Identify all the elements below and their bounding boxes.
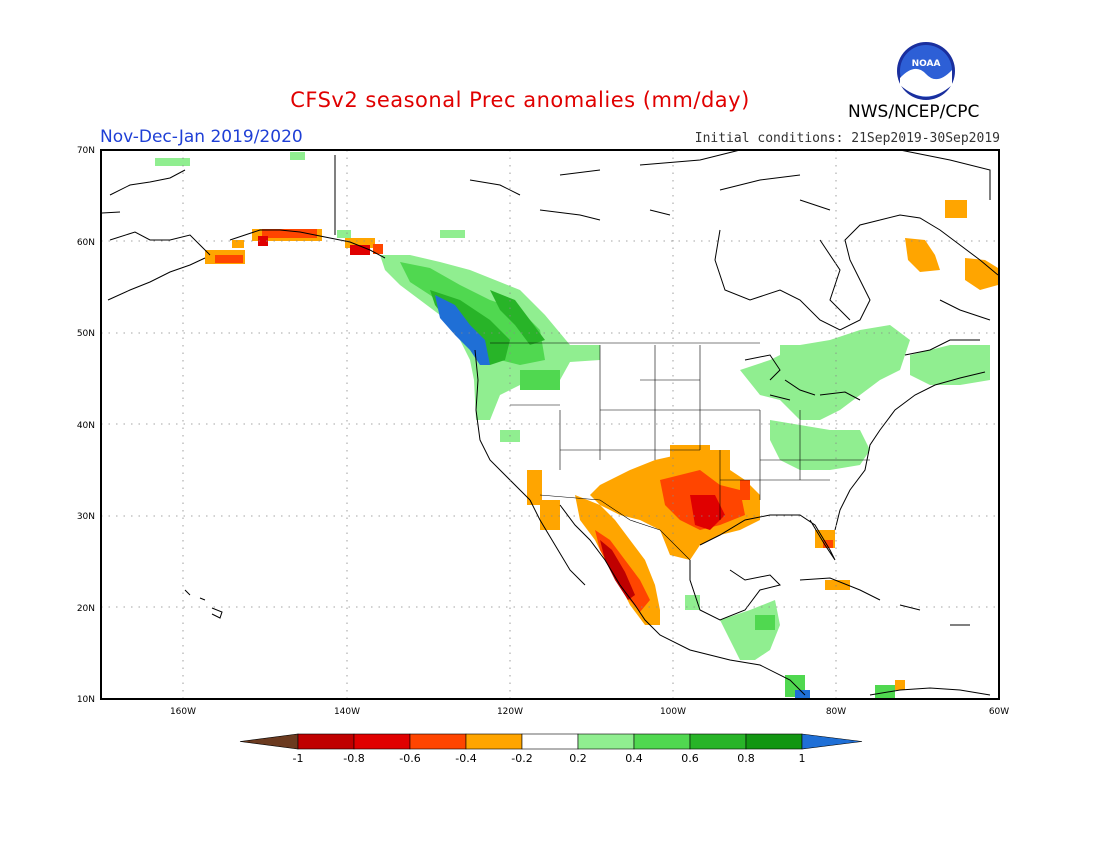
- colorbar-label: -0.2: [511, 752, 532, 765]
- colorbar-label: 0.2: [569, 752, 587, 765]
- alaska-south-coast-dry: [205, 229, 383, 264]
- lat-tick-70n: 70N: [77, 146, 95, 156]
- colorbar-arrow-low: [239, 733, 299, 750]
- british-columbia-wet: [155, 152, 600, 442]
- graticule: [101, 150, 999, 699]
- lat-tick-50n: 50N: [77, 329, 95, 339]
- colorbar: -1 -0.8 -0.6 -0.4 -0.2 0.2 0.4 0.6 0.8 1: [239, 733, 863, 765]
- colorbar-swatch: [465, 733, 523, 750]
- svg-text:NOAA: NOAA: [912, 59, 941, 69]
- colorbar-arrow-high: [801, 733, 863, 750]
- lat-tick-20n: 20N: [77, 604, 95, 614]
- colorbar-label: 1: [799, 752, 806, 765]
- colorbar-label: 0.6: [681, 752, 699, 765]
- lon-tick-80w: 80W: [826, 707, 846, 717]
- lat-tick-10n: 10N: [77, 695, 95, 705]
- lon-tick-140w: 140W: [334, 707, 360, 717]
- coastlines: [101, 149, 999, 696]
- colorbar-label: -1: [293, 752, 304, 765]
- mexico-west-coast-dry: [527, 470, 660, 625]
- lon-tick-120w: 120W: [497, 707, 523, 717]
- great-lakes-wet: [740, 325, 990, 470]
- agency-label: NWS/NCEP/CPC: [848, 102, 980, 122]
- colorbar-swatch: [633, 733, 691, 750]
- lon-tick-60w: 60W: [989, 707, 1009, 717]
- noaa-logo: NOAA: [897, 42, 955, 100]
- colorbar-swatch: [409, 733, 467, 750]
- labrador-dry: [905, 200, 998, 290]
- lat-tick-30n: 30N: [77, 512, 95, 522]
- colorbar-label: -0.4: [455, 752, 476, 765]
- colorbar-label: -0.8: [343, 752, 364, 765]
- lon-tick-100w: 100W: [660, 707, 686, 717]
- colorbar-swatch: [745, 733, 803, 750]
- anomaly-shading: [155, 152, 998, 699]
- chart-title: CFSv2 seasonal Prec anomalies (mm/day): [290, 88, 750, 112]
- forecast-period: Nov-Dec-Jan 2019/2020: [100, 127, 303, 147]
- map-frame: [100, 149, 1000, 700]
- colorbar-label: 0.4: [625, 752, 643, 765]
- lon-tick-labels: 160W 140W 120W 100W 80W 60W: [170, 707, 1009, 717]
- colorbar-swatch: [521, 733, 579, 750]
- lon-tick-160w: 160W: [170, 707, 196, 717]
- map-background: [101, 150, 999, 699]
- central-america-wet: [685, 580, 905, 699]
- lat-tick-labels: 70N 60N 50N 40N 30N 20N 10N: [77, 146, 95, 705]
- initial-conditions: Initial conditions: 21Sep2019-30Sep2019: [694, 131, 1000, 146]
- colorbar-swatch: [297, 733, 355, 750]
- political-borders: [490, 342, 870, 561]
- colorbar-label: -0.6: [399, 752, 420, 765]
- colorbar-label: 0.8: [737, 752, 755, 765]
- colorbar-swatch: [689, 733, 747, 750]
- colorbar-swatch: [353, 733, 411, 750]
- lat-tick-60n: 60N: [77, 238, 95, 248]
- lat-tick-40n: 40N: [77, 421, 95, 431]
- colorbar-swatch: [577, 733, 635, 750]
- texas-dry: [590, 445, 835, 560]
